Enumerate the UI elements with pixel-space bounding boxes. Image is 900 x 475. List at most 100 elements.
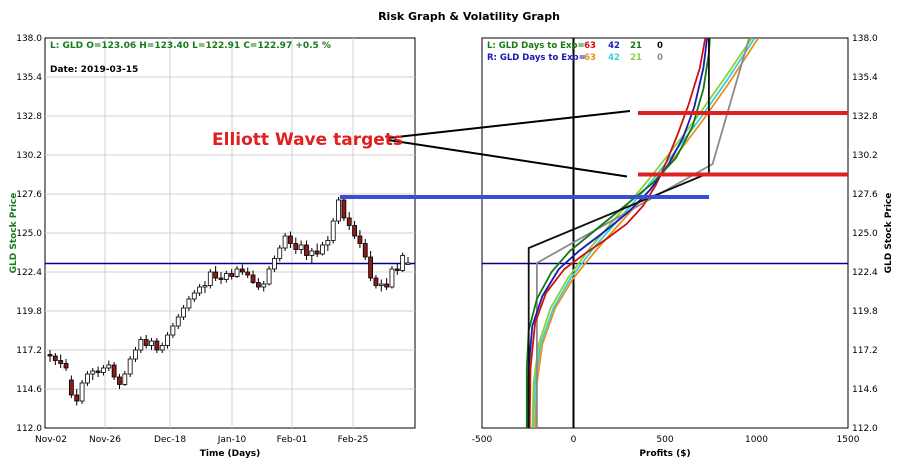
candle-body (117, 376, 122, 385)
right-ytick-label: 130.2 (852, 151, 878, 161)
right-ytick-label: 122.4 (852, 268, 878, 278)
candle-body (63, 363, 69, 369)
left-xtick-label: Feb-25 (338, 435, 369, 445)
candle-body (170, 325, 176, 336)
candle-body (277, 247, 283, 259)
candle-body (186, 298, 192, 309)
chart-title: Risk Graph & Volatility Graph (378, 10, 560, 23)
right-ytick-label: 119.8 (852, 307, 878, 317)
candle-body (309, 250, 315, 256)
candle-body (255, 282, 261, 288)
candle-body (239, 268, 245, 273)
candle-body (384, 283, 390, 288)
right-legend-L-value: 0 (657, 41, 663, 51)
candle-body (181, 307, 186, 318)
candle-body (197, 286, 203, 294)
candle-body (229, 273, 235, 277)
candle-body (202, 285, 208, 288)
left-xtick-label: Dec-18 (154, 435, 186, 445)
left-date-label: Date: 2019-03-15 (50, 65, 138, 75)
candle-body (213, 271, 219, 279)
right-xaxis-label: Profits ($) (639, 449, 690, 459)
risk-curve (525, 38, 711, 428)
left-ytick-label: 138.0 (16, 34, 42, 44)
candle-body (85, 373, 90, 384)
left-ytick-label: 132.8 (16, 112, 42, 122)
candle-body (90, 370, 96, 375)
left-ytick-label: 122.4 (16, 268, 42, 278)
left-yaxis-label: GLD Stock Price (9, 193, 19, 274)
candle-body (143, 339, 149, 346)
candle-body (106, 364, 112, 369)
candle-body (378, 283, 384, 286)
right-legend-L-value: 42 (608, 41, 620, 51)
right-ytick-label: 125.0 (852, 229, 878, 239)
candle-body (266, 268, 272, 285)
candle-body (74, 394, 80, 402)
candle-body (175, 316, 181, 327)
candle-body (111, 364, 117, 378)
candle-body (68, 379, 74, 396)
candle-body (288, 235, 293, 244)
right-legend-R-label: R: GLD Days to Exp= (487, 53, 586, 63)
candle-body (298, 244, 304, 250)
left-xtick-label: Feb-01 (277, 435, 308, 445)
left-ytick-label: 135.4 (16, 73, 42, 83)
left-ytick-label: 117.2 (16, 346, 42, 356)
candle-body (95, 370, 101, 373)
candle-body (341, 199, 347, 219)
annotation-pointer-high (387, 110, 631, 139)
candle-body (304, 244, 309, 256)
right-legend-L-value: 21 (630, 41, 642, 51)
candle-body (400, 255, 406, 271)
candle-body (352, 225, 357, 237)
left-ohlc-label: L: GLD O=123.06 H=123.40 L=122.91 C=122.… (50, 41, 331, 51)
risk-curve (536, 38, 751, 428)
candle-body (357, 235, 363, 244)
candle-body (122, 373, 128, 385)
candle-body (373, 277, 379, 286)
right-ytick-label: 114.6 (852, 385, 878, 395)
annotation-overlay: Elliott Wave targets (212, 110, 848, 199)
candle-body (250, 274, 256, 283)
right-legend-L-value: 63 (584, 41, 596, 51)
right-legend-R-value: 0 (657, 53, 663, 63)
candle-body (234, 268, 240, 277)
candle-body (79, 382, 85, 402)
right-ytick-label: 135.4 (852, 73, 878, 83)
candle-body (165, 334, 170, 346)
candle-body (52, 355, 58, 361)
candle-body (389, 268, 395, 288)
candle-body (336, 199, 341, 222)
left-xtick-label: Nov-26 (89, 435, 121, 445)
candle-body (154, 340, 160, 351)
candle-body (47, 354, 53, 357)
right-yaxis-label: GLD Stock Price (884, 193, 894, 274)
candle-body (330, 220, 336, 241)
candle-body (325, 240, 331, 246)
right-legend-R-value: 63 (584, 53, 596, 63)
annotation-pointer-low (387, 139, 628, 178)
right-ytick-label: 112.0 (852, 424, 878, 434)
left-xtick-label: Nov-02 (35, 435, 67, 445)
right-ytick-label: 117.2 (852, 346, 878, 356)
candle-body (245, 271, 251, 276)
candle-body (218, 277, 224, 280)
candle-body (293, 243, 299, 250)
right-xtick-label: -500 (472, 435, 493, 445)
right-plot-frame (481, 37, 849, 429)
candle-body (261, 283, 267, 288)
left-ytick-label: 114.6 (16, 385, 42, 395)
left-ytick-label: 112.0 (16, 424, 42, 434)
right-legend-L-label: L: GLD Days to Exp= (487, 41, 585, 51)
right-xtick-label: 500 (656, 435, 673, 445)
right-risk-panel: 112.0 114.6 117.2 119.8 122.4 125.0 127.6 130.2… (472, 34, 894, 459)
left-ytick-label: 119.8 (16, 307, 42, 317)
candle-body (127, 358, 133, 375)
candle-body (207, 271, 213, 286)
right-ytick-label: 138.0 (852, 34, 878, 44)
elliott-wave-annotation: Elliott Wave targets (212, 130, 403, 150)
candle-body (133, 349, 138, 360)
right-xtick-label: 0 (571, 435, 577, 445)
